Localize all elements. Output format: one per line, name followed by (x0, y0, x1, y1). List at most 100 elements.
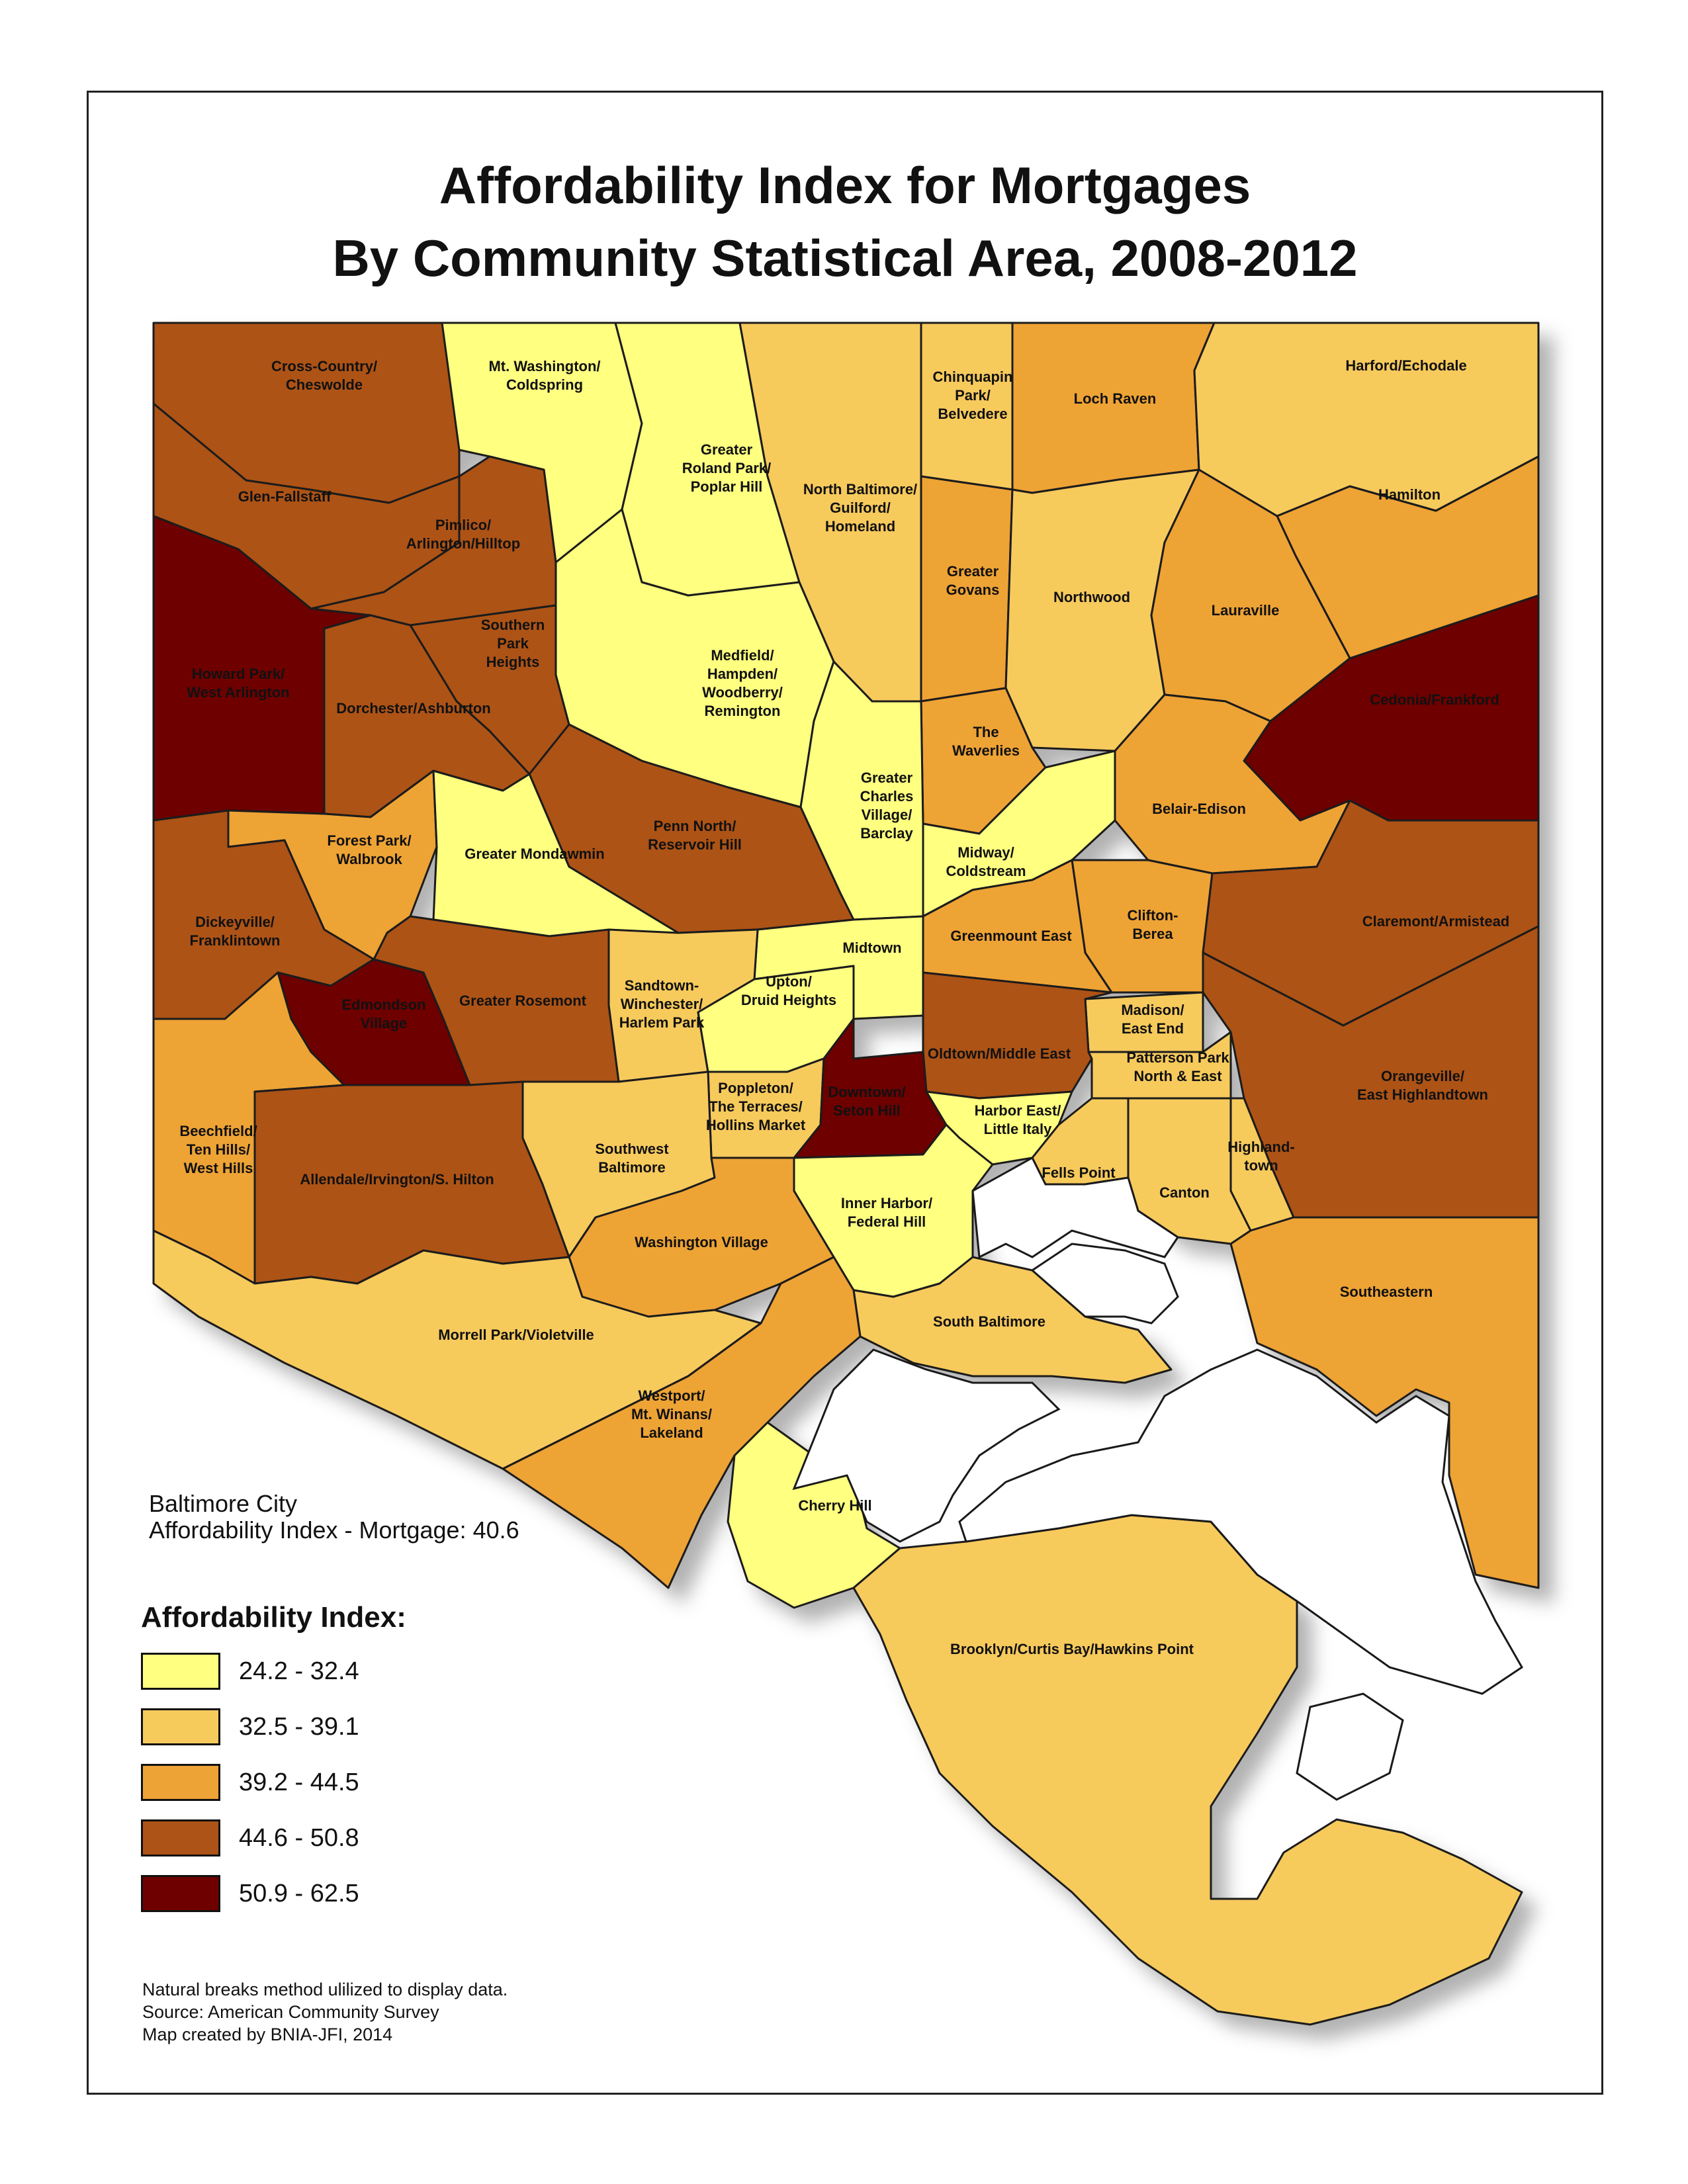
region-label-line: Glen-Fallstaff (238, 488, 332, 505)
city-name: Baltimore City (149, 1490, 298, 1517)
region-label: Belair-Edison (1152, 801, 1246, 817)
region-label-line: Cross-Country/ (271, 358, 377, 374)
region-label: Greenmount East (950, 928, 1072, 944)
region-label: Oldtown/Middle East (928, 1045, 1071, 1062)
region-label: Cross-Country/Cheswolde (271, 358, 377, 393)
harbor-water (1296, 1692, 1404, 1801)
region-label: Cherry Hill (798, 1497, 871, 1514)
region-label-line: Dickeyville/ (195, 914, 275, 930)
region-label-line: Clifton- (1128, 907, 1178, 924)
region-label-line: Harlem Park (619, 1014, 705, 1031)
region-label-line: Hampden/ (707, 666, 777, 682)
region-label-line: Govans (946, 582, 1000, 598)
region-label-line: Cedonia/Frankford (1370, 691, 1499, 708)
region-label-line: Baltimore (598, 1159, 665, 1176)
region-label: Allendale/Irvington/S. Hilton (300, 1171, 494, 1188)
region-label: Cedonia/Frankford (1370, 691, 1499, 708)
region-label-line: Midway/ (957, 844, 1014, 861)
region-label-line: Poplar Hill (691, 478, 763, 495)
region-label: Howard Park/West Arlington (187, 666, 289, 701)
region-label-line: Walbrook (336, 851, 402, 867)
region-label-line: Guilford/ (830, 500, 891, 516)
region-label: Upton/Druid Heights (741, 973, 836, 1008)
region-label: Northwood (1053, 589, 1130, 605)
region-label-line: Morrell Park/Violetville (438, 1327, 594, 1343)
legend-label: 44.6 - 50.8 (239, 1823, 359, 1852)
region-label: Midtown (842, 939, 901, 956)
region-label-line: Upton/ (766, 973, 812, 990)
region-label: Sandtown- Winchester/Harlem Park (619, 977, 705, 1031)
csa-region (922, 971, 1113, 1100)
region-label-line: Fells Point (1042, 1164, 1116, 1181)
legend-title: Affordability Index: (141, 1601, 406, 1634)
region-label: Loch Raven (1074, 390, 1157, 407)
region-label-line: Druid Heights (741, 992, 836, 1008)
region-label: Canton (1159, 1184, 1210, 1201)
legend-label: 24.2 - 32.4 (239, 1657, 359, 1685)
region-label-line: Charles (860, 788, 914, 805)
region-label-line: Westport/ (638, 1387, 705, 1404)
region-label: Medfield/Hampden/Woodberry/Remington (702, 647, 783, 719)
region-label-line: Woodberry/ (702, 684, 783, 701)
region-label-line: Northwood (1053, 589, 1130, 605)
region-label-line: Berea (1132, 926, 1173, 942)
region-label: Chinquapin Park/Belvedere (933, 369, 1013, 422)
note-method: Natural breaks method ulilized to displa… (142, 1980, 508, 1999)
region-label-line: Sandtown- (625, 977, 699, 994)
region-label: Greater Govans (946, 563, 1000, 598)
region-label: Washington Village (635, 1234, 768, 1250)
region-label: Forest Park/Walbrook (327, 832, 411, 867)
region-label-line: Remington (705, 703, 781, 719)
region-label-line: Medfield/ (711, 647, 774, 664)
region-label: Inner Harbor/Federal Hill (841, 1195, 932, 1230)
region-label: Harbor East/Little Italy (975, 1102, 1061, 1137)
legend-swatch (141, 1875, 220, 1912)
region-label-line: South Baltimore (933, 1313, 1045, 1330)
region-label: Midway/Coldstream (946, 844, 1026, 879)
region-label: Southeastern (1340, 1284, 1433, 1300)
region-label-line: Forest Park/ (327, 832, 411, 849)
legend-swatch (141, 1653, 220, 1690)
region-label-line: Greater (861, 769, 913, 786)
region-label-line: West Arlington (187, 684, 289, 701)
region-label: Fells Point (1042, 1164, 1116, 1181)
legend-item: 50.9 - 62.5 (141, 1874, 359, 1913)
legend-item: 44.6 - 50.8 (141, 1819, 359, 1857)
region-label-line: Lakeland (640, 1424, 703, 1441)
region-label-line: Greenmount East (950, 928, 1072, 944)
region-label-line: Roland Park/ (682, 460, 771, 476)
note-credit: Map created by BNIA-JFI, 2014 (142, 2025, 393, 2044)
region-label-line: Chinquapin (933, 369, 1013, 385)
region-label-line: Homeland (825, 518, 895, 535)
map-notes: Natural breaks method ulilized to displa… (142, 1978, 508, 2046)
region-label: Penn North/Reservoir Hill (648, 818, 742, 853)
region-label-line: Belvedere (938, 406, 1007, 422)
region-label-line: Mt. Winans/ (631, 1406, 712, 1422)
region-label-line: Greater (701, 441, 753, 458)
legend-label: 32.5 - 39.1 (239, 1712, 359, 1741)
region-label: Edmondson Village (341, 996, 425, 1031)
csa-region (1011, 322, 1216, 494)
region-label-line: Hamilton (1378, 486, 1441, 503)
region-label: Dickeyville/Franklintown (190, 914, 281, 949)
region-label-line: Beechfield/ (179, 1123, 257, 1139)
csa-region (152, 1229, 762, 1470)
region-label-line: Edmondson (341, 996, 425, 1013)
region-label-line: Arlington/Hilltop (406, 535, 520, 552)
region-label-line: Mt. Washington/ (488, 358, 600, 374)
region-label: North Baltimore/Guilford/Homeland (803, 481, 917, 535)
region-label-line: Penn North/ (654, 818, 736, 834)
harbor-water (792, 1348, 1061, 1543)
region-label-line: West Hills (184, 1160, 253, 1176)
region-label-line: Patterson Park (1126, 1049, 1229, 1066)
region-layer (152, 322, 1540, 2026)
region-label-line: Southwest (595, 1141, 669, 1157)
harbor-water (958, 1348, 1523, 1695)
region-label-line: Washington Village (635, 1234, 768, 1250)
region-label-line: Franklintown (190, 932, 281, 949)
region-label-line: Heights (486, 654, 540, 670)
region-label: Greater Mondawmin (465, 846, 604, 862)
region-label-line: North Baltimore/ (803, 481, 917, 498)
region-label: Madison/East End (1121, 1002, 1184, 1037)
